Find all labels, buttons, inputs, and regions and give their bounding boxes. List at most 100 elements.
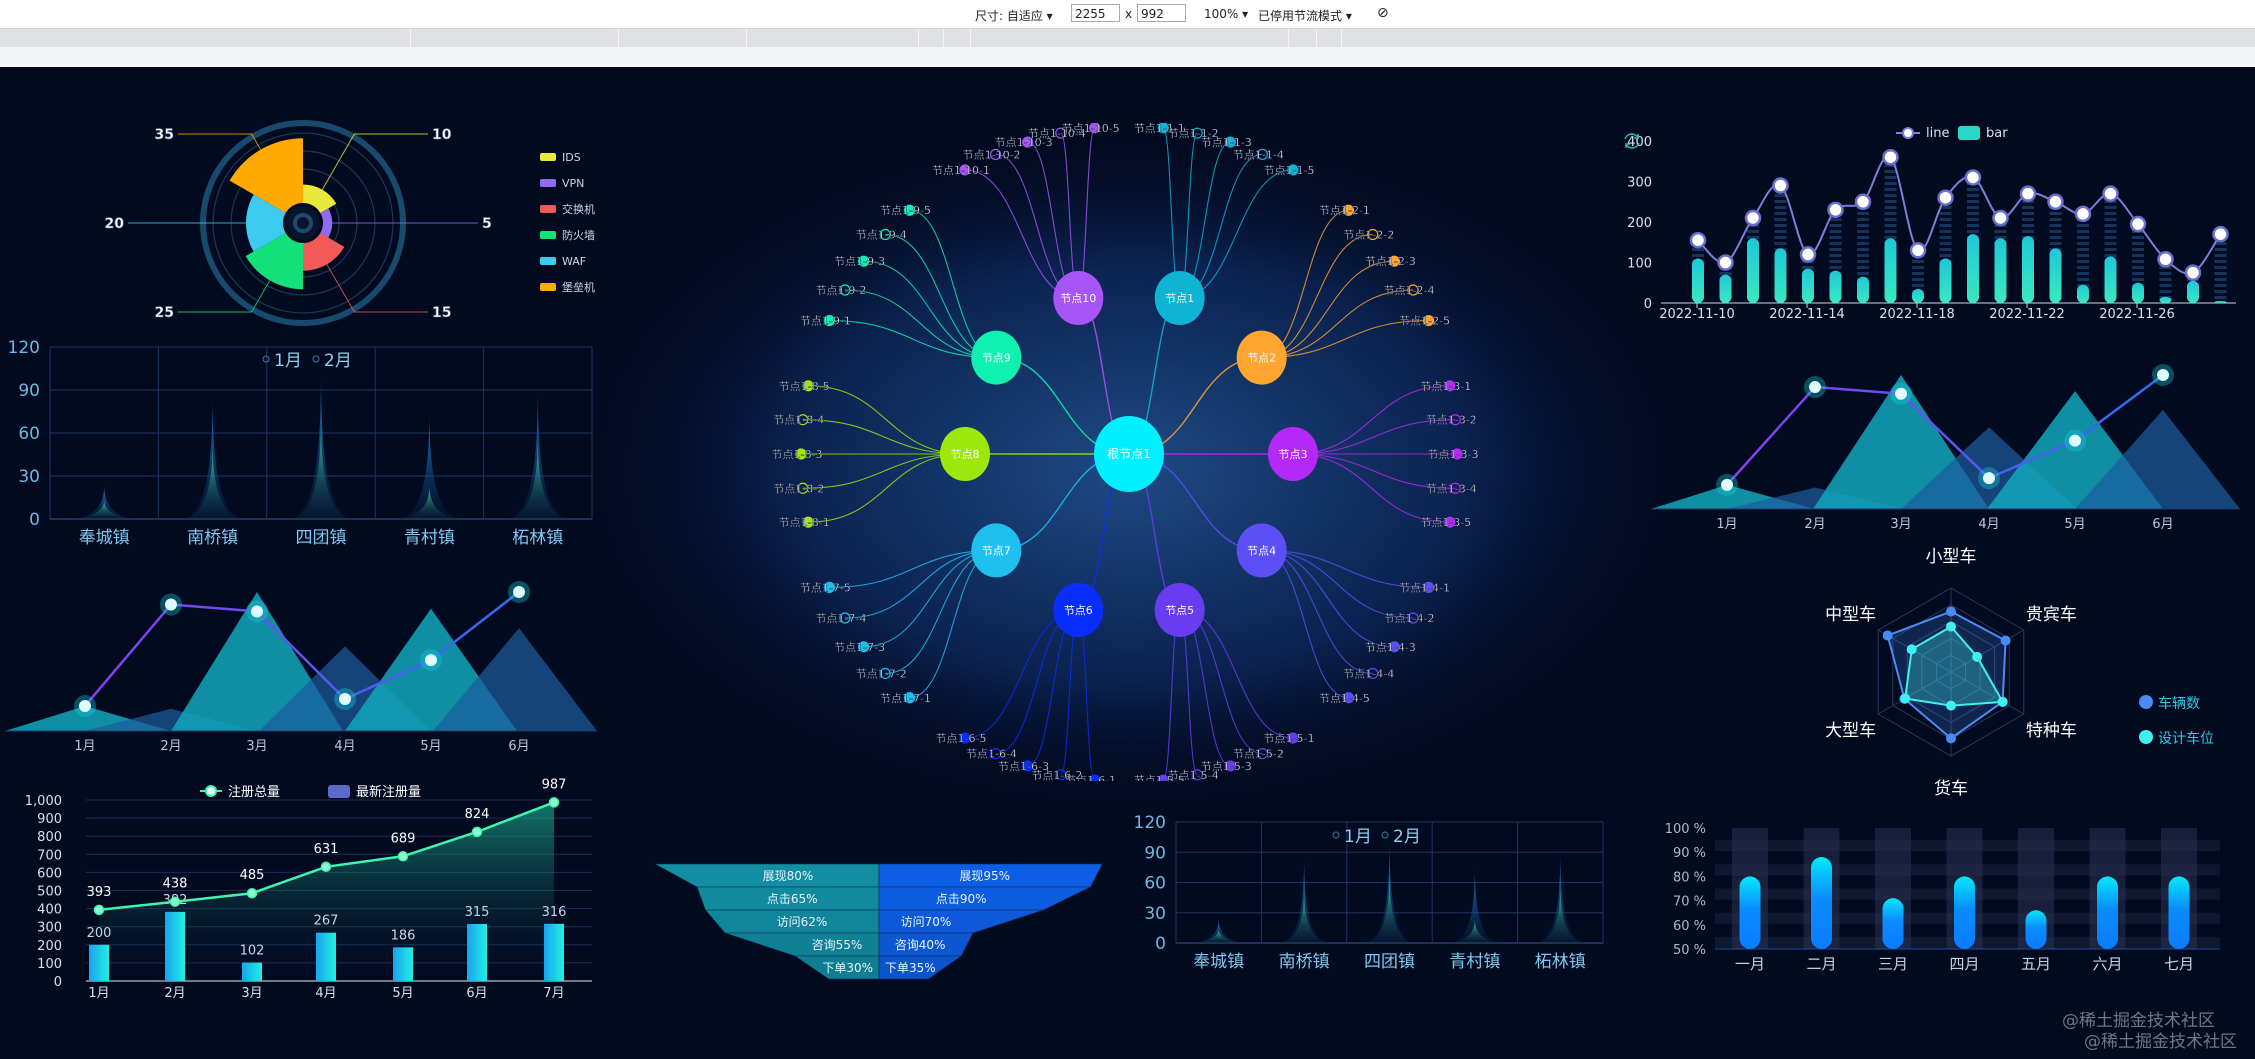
bar bbox=[2214, 300, 2227, 303]
height-input[interactable]: 992 bbox=[1137, 4, 1186, 22]
line-point bbox=[1937, 189, 1954, 206]
shadow-bar-segment bbox=[1967, 188, 1979, 191]
legend-swatch bbox=[540, 283, 556, 291]
y-tick-label: 100 bbox=[1627, 257, 1652, 272]
line-value-label: 824 bbox=[465, 807, 490, 822]
bar-value-label: 316 bbox=[542, 905, 567, 920]
shadow-bar-segment bbox=[2104, 236, 2117, 239]
bar bbox=[2159, 296, 2172, 303]
line-point bbox=[1827, 201, 1844, 219]
zoom-dropdown[interactable]: 100% ▾ bbox=[1204, 7, 1249, 21]
legend-label-jan[interactable]: 1月 bbox=[1344, 827, 1372, 847]
leaf-node bbox=[802, 380, 814, 392]
legend-label: VPN bbox=[562, 177, 584, 190]
shadow-bar-segment bbox=[1884, 164, 1897, 167]
y-tick-label: 900 bbox=[37, 812, 62, 827]
legend-label-line: line bbox=[1926, 126, 1949, 141]
leaf-label: 节点1-10-1 bbox=[932, 164, 990, 177]
tree-edge bbox=[802, 419, 966, 455]
ruler-divider bbox=[970, 29, 971, 47]
legend-marker bbox=[1332, 831, 1340, 839]
shadow-bar-segment bbox=[1912, 272, 1924, 275]
tree-edge bbox=[1261, 320, 1429, 359]
leaf-label: 节点1-3-2 bbox=[1426, 414, 1477, 427]
line-point bbox=[1992, 209, 2009, 227]
leaf-node bbox=[858, 641, 870, 653]
no-throttle-icon[interactable]: ⊘ bbox=[1377, 5, 1389, 21]
legend-label-new: 最新注册量 bbox=[356, 784, 421, 800]
line-point bbox=[1744, 209, 1762, 227]
bar bbox=[1747, 238, 1759, 303]
line-point bbox=[2074, 205, 2092, 223]
y-tick-label: 600 bbox=[37, 866, 62, 881]
leaf-label: 节点1-3-1 bbox=[1420, 380, 1471, 393]
throttle-dropdown[interactable]: 已停用节流模式 ▾ bbox=[1258, 9, 1352, 23]
shadow-bar-segment bbox=[1884, 206, 1897, 209]
bar bbox=[1692, 258, 1704, 303]
shadow-bar-segment bbox=[2049, 218, 2062, 221]
x-tick-label: 5月 bbox=[2064, 517, 2085, 532]
leaf-label: 节点1-1-1 bbox=[1134, 122, 1185, 135]
y-tick-label: 300 bbox=[1627, 176, 1652, 191]
radar-indicator-label: 大型车 bbox=[1825, 721, 1876, 741]
leaf-node bbox=[1423, 314, 1435, 327]
mountain-chart-left: 1月 2月 3月 4月 5月 6月 bbox=[5, 581, 597, 754]
legend-label-spaces[interactable]: 设计车位 bbox=[2158, 730, 2214, 747]
line-point bbox=[251, 605, 263, 618]
leaf-label: 节点1-10-4 bbox=[1028, 127, 1086, 140]
shadow-bar-segment bbox=[2214, 260, 2227, 263]
leaf-label: 节点1-4-1 bbox=[1399, 581, 1450, 594]
shadow-bar-segment bbox=[1939, 248, 1952, 251]
width-input[interactable]: 2255 bbox=[1071, 4, 1120, 22]
shadow-bar-segment bbox=[1884, 176, 1897, 179]
leaf-node bbox=[959, 164, 971, 176]
leaf-label: 节点1-9-4 bbox=[856, 229, 907, 242]
shadow-bar-segment bbox=[1939, 212, 1952, 215]
ruler-strip bbox=[0, 29, 2255, 47]
spike-bar bbox=[182, 443, 243, 519]
leaf-node bbox=[1449, 482, 1461, 494]
shadow-bar-segment bbox=[2214, 272, 2227, 275]
rose-value-label: 5 bbox=[482, 216, 492, 232]
bar bbox=[1811, 857, 1832, 949]
leaf-node bbox=[1157, 123, 1169, 134]
x-tick-label: 一月 bbox=[1735, 955, 1765, 973]
y-tick-label: 700 bbox=[37, 848, 62, 863]
refresh-icon[interactable] bbox=[1624, 133, 1640, 149]
y-tick-label: 90 % bbox=[1673, 846, 1706, 861]
registration-chart: 01002003004005006007008009001,0002003821… bbox=[25, 777, 592, 1001]
radar-indicator-label: 中型车 bbox=[1825, 605, 1876, 625]
bar bbox=[1739, 876, 1761, 949]
legend-label-feb[interactable]: 2月 bbox=[324, 351, 352, 371]
shadow-bar-segment bbox=[1802, 266, 1814, 269]
shadow-bar-segment bbox=[1692, 254, 1704, 257]
shadow-bar-segment bbox=[2104, 254, 2117, 257]
funnel-label: 点击65% bbox=[767, 892, 818, 906]
leaf-node bbox=[795, 448, 807, 460]
child-node bbox=[971, 330, 1022, 385]
leaf-label: 节点1-6-4 bbox=[966, 748, 1017, 761]
shadow-bar-segment bbox=[1884, 200, 1897, 203]
legend-label-feb[interactable]: 2月 bbox=[1393, 827, 1421, 847]
ruler-divider bbox=[1288, 29, 1289, 47]
leaf-node bbox=[858, 255, 870, 267]
leaf-label: 节点1-7-3 bbox=[834, 641, 885, 654]
funnel-label: 展现80% bbox=[763, 869, 814, 883]
leaf-label: 节点1-6-5 bbox=[936, 732, 987, 745]
rose-sector bbox=[229, 138, 303, 213]
shadow-bar-segment bbox=[1774, 242, 1787, 245]
y-tick-label: 0 bbox=[29, 510, 40, 530]
legend-label-jan[interactable]: 1月 bbox=[274, 351, 302, 371]
leaf-label: 节点1-2-3 bbox=[1365, 255, 1416, 268]
shadow-bar-segment bbox=[1774, 224, 1787, 227]
shadow-bar-segment bbox=[2077, 230, 2089, 233]
legend-label-vehicles[interactable]: 车辆数 bbox=[2158, 695, 2200, 712]
leaf-label: 节点1-5-5 bbox=[1134, 774, 1185, 787]
bar bbox=[1939, 258, 1952, 303]
line-point bbox=[2102, 185, 2119, 202]
size-dropdown[interactable]: 尺寸: 自适应 ▾ bbox=[975, 9, 1053, 23]
bar bbox=[2077, 284, 2089, 303]
shadow-bar-segment bbox=[1829, 266, 1842, 269]
